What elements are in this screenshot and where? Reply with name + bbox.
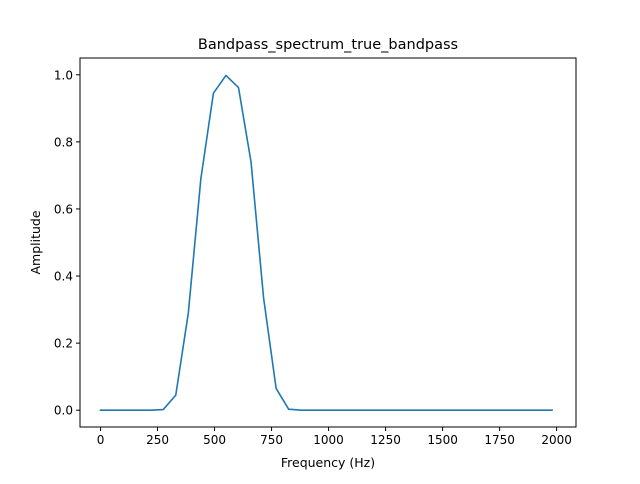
- x-tick-label: 2000: [541, 433, 572, 447]
- y-tick-label: 0.4: [54, 270, 73, 284]
- x-tick-label: 750: [260, 433, 283, 447]
- x-tick-label: 500: [203, 433, 226, 447]
- axes-frame: [79, 57, 577, 428]
- x-axis-label: Frequency (Hz): [281, 455, 375, 470]
- y-tick-label: 0.0: [54, 404, 73, 418]
- chart-title: Bandpass_spectrum_true_bandpass: [198, 37, 458, 53]
- y-tick-label: 0.8: [54, 135, 73, 149]
- y-axis-label: Amplitude: [28, 210, 43, 274]
- x-tick-label: 250: [146, 433, 169, 447]
- x-tick-label: 1750: [484, 433, 515, 447]
- x-tick-label: 1250: [370, 433, 401, 447]
- x-tick-label: 1000: [313, 433, 344, 447]
- y-tick-label: 0.6: [54, 202, 73, 216]
- spectrum-line: [99, 74, 553, 412]
- x-axis-ticks: 0 250 500 750 1000 1250 1500 1750 2000: [97, 427, 572, 447]
- x-tick-label: 1500: [427, 433, 458, 447]
- y-tick-label: 0.2: [54, 337, 73, 351]
- plot-area: 0 250 500 750 1000 1250 1500 1750 2000 0.0 0.2 0.4…: [54, 57, 577, 447]
- x-tick-label: 0: [97, 433, 105, 447]
- y-tick-label: 1.0: [54, 68, 73, 82]
- series-layer: [99, 74, 553, 412]
- y-axis-ticks: 0.0 0.2 0.4 0.6 0.8 1.0: [54, 68, 80, 418]
